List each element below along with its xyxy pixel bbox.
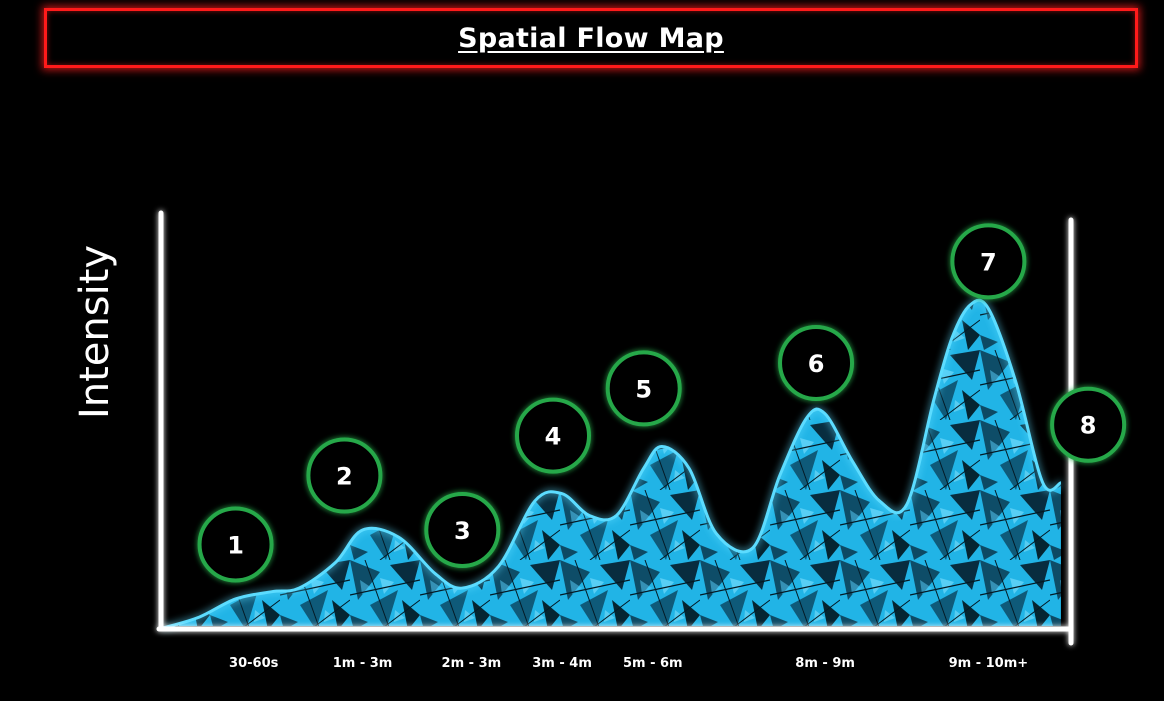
marker-ring — [778, 325, 855, 402]
chart-title: Spatial Flow Map — [458, 22, 724, 54]
marker-ring — [605, 350, 682, 427]
x-tick-label: 5m - 6m — [623, 656, 683, 671]
marker-label: 8 — [1080, 412, 1097, 440]
intensity-curve — [162, 298, 1062, 630]
x-tick-label: 8m - 9m — [795, 656, 855, 671]
marker-8: 8 — [1050, 386, 1127, 463]
marker-7: 7 — [950, 223, 1027, 300]
intensity-area — [163, 300, 1061, 628]
x-ticks: 30-60s 1m - 3m 2m - 3m 3m - 4m 5m - 6m 8m - 9… — [229, 628, 1029, 671]
marker-3: 3 — [424, 491, 501, 568]
marker-2: 2 — [306, 437, 383, 514]
marker-6: 6 — [778, 325, 855, 402]
x-tick-label: 2m - 3m — [442, 656, 502, 671]
x-tick-label: 30-60s — [229, 656, 279, 671]
x-tick-label: 9m - 10m+ — [949, 656, 1029, 671]
area-layer — [162, 298, 1062, 630]
title-box: Spatial Flow Map — [44, 8, 1138, 68]
marker-1: 1 — [197, 506, 274, 583]
marker-label: 7 — [980, 248, 997, 276]
marker-4: 4 — [515, 397, 592, 474]
marker-label: 6 — [808, 350, 825, 378]
marker-label: 1 — [227, 532, 244, 560]
x-tick-label: 1m - 3m — [333, 656, 393, 671]
marker-ring — [1050, 386, 1127, 463]
marker-label: 3 — [454, 517, 471, 545]
marker-ring — [306, 437, 383, 514]
marker-5: 5 — [605, 350, 682, 427]
marker-ring — [950, 223, 1027, 300]
x-tick-label: 3m - 4m — [532, 656, 592, 671]
marker-label: 5 — [635, 375, 652, 403]
marker-label: 4 — [545, 423, 562, 451]
marker-ring — [515, 397, 592, 474]
marker-ring — [424, 491, 501, 568]
marker-ring — [197, 506, 274, 583]
marker-label: 2 — [336, 463, 353, 491]
markers: 1 2 3 4 5 6 7 8 — [197, 223, 1127, 583]
